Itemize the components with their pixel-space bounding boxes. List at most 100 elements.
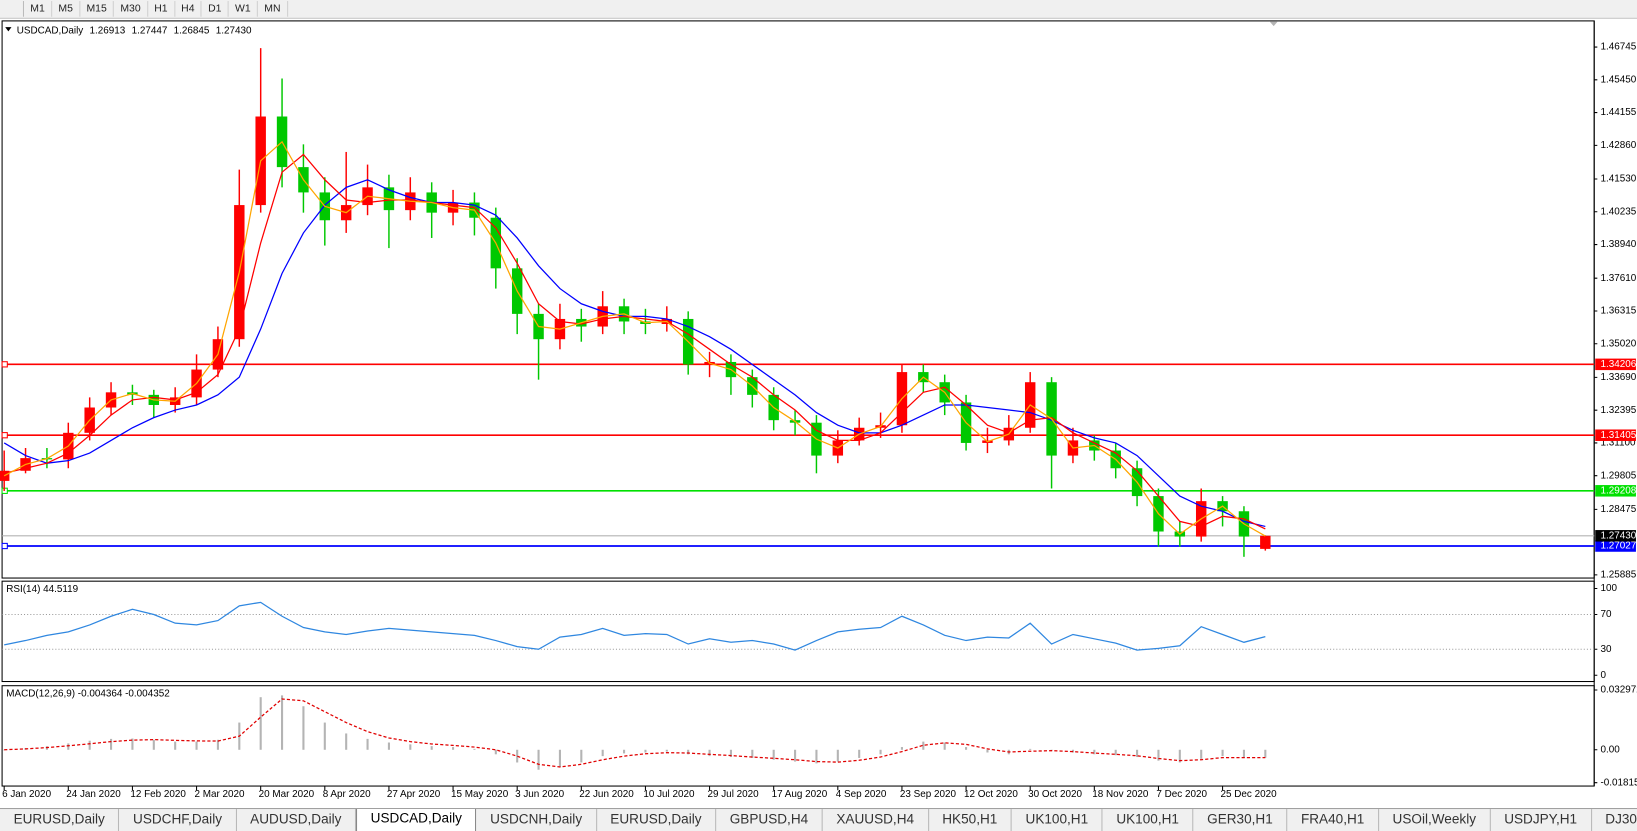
chart-tab[interactable]: EURUSD,Daily xyxy=(597,809,717,831)
timeframe-button[interactable]: M1 xyxy=(24,1,53,17)
y-tick-label: 1.32395 xyxy=(1600,405,1636,416)
y-tick-label: 0.032972 xyxy=(1600,685,1637,696)
histogram-bar xyxy=(452,747,455,750)
moving-average xyxy=(3,179,1266,528)
histogram-bar xyxy=(1029,748,1032,750)
histogram-bar xyxy=(708,749,711,757)
histogram-bar xyxy=(516,749,519,763)
level-label: 1.31405 xyxy=(1600,430,1636,441)
y-tick-label: 100 xyxy=(1600,583,1617,594)
y-tick-label: 0 xyxy=(1600,670,1606,681)
histogram-bar xyxy=(879,749,882,755)
histogram-bar xyxy=(623,749,626,754)
histogram-bar xyxy=(67,743,70,750)
chart-tab[interactable]: UK100,H1 xyxy=(1103,809,1194,831)
y-tick-label: 1.44155 xyxy=(1600,107,1636,118)
timeframe-button[interactable]: M5 xyxy=(52,1,81,17)
histogram-bar xyxy=(366,738,369,750)
y-tick-label: 1.36315 xyxy=(1600,306,1636,317)
x-tick-label: 22 Jun 2020 xyxy=(579,789,634,800)
shift-marker xyxy=(1269,21,1278,27)
histogram-bar xyxy=(665,749,668,752)
x-tick-label: 2 Mar 2020 xyxy=(194,789,245,800)
candle-body xyxy=(1260,535,1271,549)
level-label: 1.27027 xyxy=(1600,541,1636,552)
histogram-bar xyxy=(174,741,177,750)
histogram-bar xyxy=(409,744,412,750)
toolbar-icon[interactable] xyxy=(0,1,25,17)
chart-tab[interactable]: HK50,H1 xyxy=(929,809,1012,831)
chart-tab[interactable]: AUDUSD,Daily xyxy=(237,809,357,831)
chart-tab[interactable]: UK100,H1 xyxy=(1012,809,1103,831)
histogram-bar xyxy=(1200,749,1203,759)
x-tick-label: 8 Apr 2020 xyxy=(323,789,371,800)
level-tag xyxy=(1595,358,1636,371)
moving-average xyxy=(4,153,1266,530)
histogram-bar xyxy=(943,742,946,750)
y-tick-label: -0.018154 xyxy=(1600,777,1637,788)
histogram-bar xyxy=(1093,749,1096,755)
current-price-tag xyxy=(1595,530,1636,542)
x-tick-label: 7 Dec 2020 xyxy=(1156,789,1207,800)
chart: 1.46745 1.45450 1.44155 1.42860 1.41530 1.402… xyxy=(0,20,1637,800)
histogram-bar xyxy=(922,741,925,750)
chart-tab[interactable]: USOil,Weekly xyxy=(1379,809,1491,831)
x-tick-label: 18 Nov 2020 xyxy=(1092,789,1149,800)
histogram-bar xyxy=(259,697,262,750)
histogram-bar xyxy=(1221,749,1224,757)
chart-tab[interactable]: DJ30,Daily xyxy=(1592,809,1637,831)
timeframe-button[interactable]: M30 xyxy=(114,1,148,17)
ohlc-value: 1.26913 xyxy=(90,25,126,36)
histogram-bar xyxy=(858,749,861,758)
histogram-bar xyxy=(900,747,903,750)
chart-tab[interactable]: USDCNH,Daily xyxy=(477,809,597,831)
timeframe-button[interactable]: MN xyxy=(258,1,288,17)
chart-tab[interactable]: XAUUSD,H4 xyxy=(823,809,929,831)
y-tick-label: 1.25885 xyxy=(1600,570,1636,581)
chart-tabs: EURUSD,Daily USDCHF,Daily AUDUSD,Daily USDC… xyxy=(0,808,1637,831)
x-tick-label: 4 Sep 2020 xyxy=(836,789,887,800)
histogram-bar xyxy=(1264,749,1267,758)
x-tick-label: 24 Jan 2020 xyxy=(66,789,121,800)
chart-tab[interactable]: USDCHF,Daily xyxy=(119,809,237,831)
x-tick-label: 12 Feb 2020 xyxy=(130,789,186,800)
histogram-bar xyxy=(558,749,561,768)
chart-tab[interactable]: GER30,H1 xyxy=(1194,809,1288,831)
chart-tab[interactable]: GBPUSD,H4 xyxy=(716,809,823,831)
y-tick-label: 70 xyxy=(1600,609,1612,620)
indicator-title: RSI(14) 44.5119 xyxy=(6,584,78,595)
histogram-bar xyxy=(965,747,968,750)
x-tick-label: 12 Oct 2020 xyxy=(964,789,1018,800)
histogram-bar xyxy=(387,742,390,750)
level-label: 1.29208 xyxy=(1600,485,1636,496)
indicator-title: MACD(12,26,9) -0.004364 -0.004352 xyxy=(6,689,170,700)
histogram-bar xyxy=(302,706,305,750)
chart-tab[interactable]: USDJPY,H1 xyxy=(1491,809,1592,831)
chart-tab[interactable]: FRA40,H1 xyxy=(1287,809,1379,831)
y-tick-label: 1.28475 xyxy=(1600,504,1636,515)
histogram-bar xyxy=(772,749,775,760)
histogram-bar xyxy=(1114,749,1117,756)
histogram-bar xyxy=(1242,749,1245,758)
x-tick-label: 20 Mar 2020 xyxy=(259,789,315,800)
histogram-bar xyxy=(687,749,690,755)
histogram-bar xyxy=(494,749,497,755)
histogram-bar xyxy=(281,695,284,750)
timeframe-button[interactable]: W1 xyxy=(229,1,258,17)
timeframe-button[interactable]: M15 xyxy=(80,1,115,17)
x-tick-label: 3 Jun 2020 xyxy=(515,789,564,800)
chart-tab[interactable]: EURUSD,Daily xyxy=(0,809,120,831)
histogram-bar xyxy=(751,749,754,758)
level-handle xyxy=(1,432,8,439)
level-handle xyxy=(1,542,8,550)
x-tick-label: 27 Apr 2020 xyxy=(387,789,441,800)
x-tick-label: 25 Dec 2020 xyxy=(1220,789,1277,800)
timeframe-button[interactable]: H1 xyxy=(148,1,175,17)
histogram-bar xyxy=(152,739,155,750)
timeframe-button[interactable]: H4 xyxy=(175,1,202,17)
chart-tab[interactable]: USDCAD,Daily xyxy=(356,809,477,831)
y-tick-label: 0.00 xyxy=(1600,744,1620,755)
timeframe-button[interactable]: D1 xyxy=(202,1,229,17)
y-tick-label: 1.42860 xyxy=(1600,140,1636,151)
